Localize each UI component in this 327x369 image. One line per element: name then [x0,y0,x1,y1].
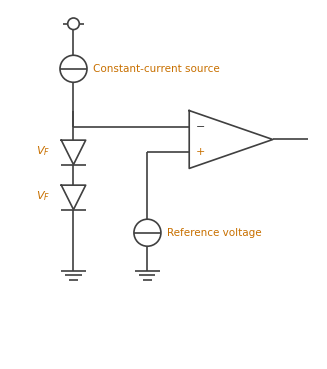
Text: $V_F$: $V_F$ [36,189,50,203]
Text: Reference voltage: Reference voltage [167,228,262,238]
Text: +: + [196,147,205,157]
Text: −: − [196,122,205,132]
Text: Constant-current source: Constant-current source [94,64,220,74]
Text: $V_F$: $V_F$ [36,144,50,158]
